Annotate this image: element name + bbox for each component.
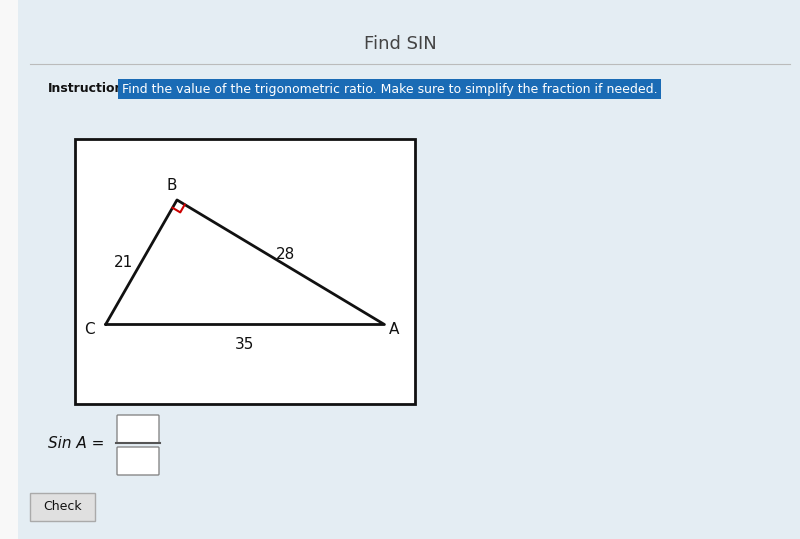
FancyBboxPatch shape <box>117 415 159 443</box>
Text: 35: 35 <box>235 337 254 352</box>
Text: B: B <box>166 178 178 194</box>
Bar <box>0 0 18 539</box>
Text: Check: Check <box>43 501 82 514</box>
Text: Sin A =: Sin A = <box>48 437 104 452</box>
FancyBboxPatch shape <box>30 493 95 521</box>
FancyBboxPatch shape <box>117 447 159 475</box>
Text: Find SIN: Find SIN <box>364 35 436 53</box>
Text: Instructions:: Instructions: <box>48 82 137 95</box>
Text: A: A <box>390 322 399 337</box>
Bar <box>75 139 415 404</box>
Text: Find the value of the trigonometric ratio. Make sure to simplify the fraction if: Find the value of the trigonometric rati… <box>122 82 658 95</box>
Text: 21: 21 <box>114 255 133 270</box>
Text: 28: 28 <box>276 247 295 262</box>
Text: C: C <box>84 322 95 337</box>
